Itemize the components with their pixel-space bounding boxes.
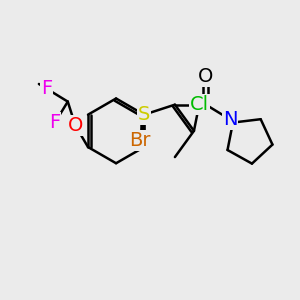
Text: O: O bbox=[68, 116, 83, 135]
Text: Br: Br bbox=[129, 131, 151, 150]
Text: O: O bbox=[198, 67, 214, 86]
Text: F: F bbox=[41, 79, 52, 98]
Text: F: F bbox=[49, 113, 60, 133]
Text: N: N bbox=[223, 110, 237, 129]
Text: Cl: Cl bbox=[190, 95, 209, 114]
Text: S: S bbox=[138, 105, 150, 124]
